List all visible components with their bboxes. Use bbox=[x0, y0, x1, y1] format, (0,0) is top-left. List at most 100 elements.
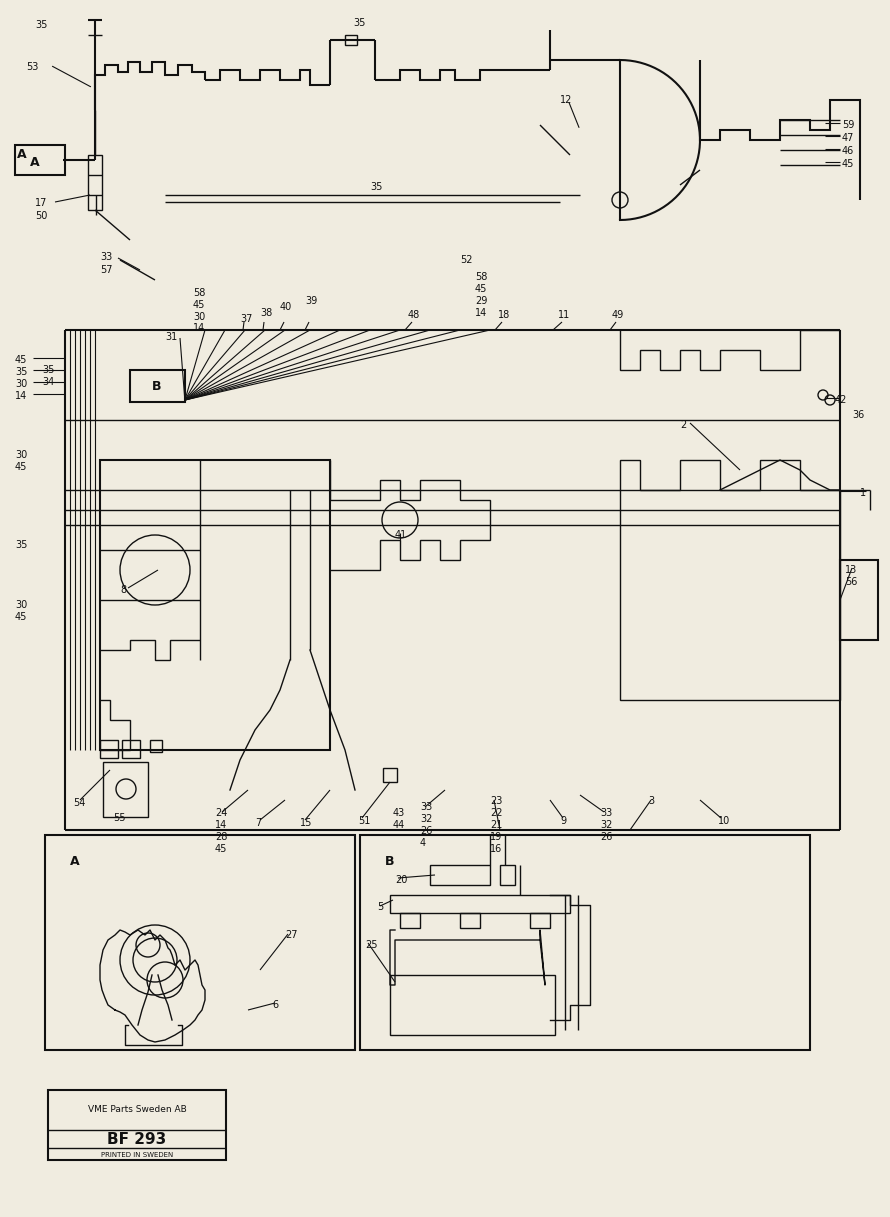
Text: 14: 14 bbox=[215, 820, 227, 830]
Bar bbox=[103, 762, 148, 817]
Text: 26: 26 bbox=[420, 826, 433, 836]
Text: 16: 16 bbox=[490, 845, 502, 854]
Bar bbox=[100, 740, 118, 758]
Text: 19: 19 bbox=[490, 832, 502, 842]
Text: 14: 14 bbox=[193, 323, 206, 333]
Text: A: A bbox=[70, 856, 80, 868]
Text: 45: 45 bbox=[15, 462, 28, 472]
Text: B: B bbox=[385, 856, 395, 868]
Bar bbox=[390, 894, 570, 913]
Text: 39: 39 bbox=[305, 296, 317, 305]
Text: 35: 35 bbox=[15, 540, 28, 550]
Text: 59: 59 bbox=[842, 120, 854, 130]
Bar bbox=[345, 35, 357, 45]
Text: 37: 37 bbox=[240, 314, 253, 324]
Text: 45: 45 bbox=[475, 284, 488, 295]
Text: 56: 56 bbox=[845, 577, 857, 587]
Text: 5: 5 bbox=[377, 902, 384, 912]
Text: 11: 11 bbox=[558, 310, 570, 320]
Bar bbox=[45, 835, 355, 1050]
Text: 32: 32 bbox=[420, 814, 433, 824]
Text: 23: 23 bbox=[490, 796, 502, 806]
Text: 8: 8 bbox=[120, 585, 126, 595]
Text: 44: 44 bbox=[393, 820, 405, 830]
Text: 28: 28 bbox=[215, 832, 227, 842]
Text: 40: 40 bbox=[280, 302, 292, 312]
Text: A: A bbox=[30, 157, 40, 169]
Text: 25: 25 bbox=[365, 940, 377, 950]
Bar bbox=[150, 740, 162, 752]
Bar bbox=[100, 460, 330, 750]
Text: B: B bbox=[152, 380, 162, 393]
Text: 10: 10 bbox=[718, 817, 731, 826]
Text: VME Parts Sweden AB: VME Parts Sweden AB bbox=[87, 1105, 186, 1115]
Bar bbox=[390, 975, 555, 1034]
Text: 55: 55 bbox=[113, 813, 125, 823]
Text: 14: 14 bbox=[475, 308, 487, 318]
Text: 58: 58 bbox=[475, 273, 488, 282]
Text: 45: 45 bbox=[842, 159, 854, 169]
Text: 6: 6 bbox=[272, 1000, 278, 1010]
Text: 35: 35 bbox=[354, 18, 366, 28]
Text: 58: 58 bbox=[193, 288, 206, 298]
Text: 38: 38 bbox=[260, 308, 272, 318]
Text: 17: 17 bbox=[35, 198, 47, 208]
Bar bbox=[500, 865, 515, 885]
Text: 45: 45 bbox=[15, 612, 28, 622]
Text: 47: 47 bbox=[842, 133, 854, 144]
Text: 50: 50 bbox=[35, 211, 47, 221]
Text: 45: 45 bbox=[15, 355, 28, 365]
Text: 49: 49 bbox=[612, 310, 624, 320]
Text: 57: 57 bbox=[100, 265, 112, 275]
Text: 3: 3 bbox=[648, 796, 654, 806]
Text: 30: 30 bbox=[15, 450, 28, 460]
Text: 51: 51 bbox=[358, 817, 370, 826]
Bar bbox=[530, 913, 550, 929]
Bar bbox=[130, 370, 185, 402]
Text: 18: 18 bbox=[498, 310, 510, 320]
Text: 30: 30 bbox=[15, 378, 28, 389]
Text: 52: 52 bbox=[460, 256, 473, 265]
Text: PRINTED IN SWEDEN: PRINTED IN SWEDEN bbox=[101, 1152, 174, 1159]
Bar bbox=[15, 145, 65, 175]
Text: 46: 46 bbox=[842, 146, 854, 156]
Text: 35: 35 bbox=[370, 183, 383, 192]
Text: 45: 45 bbox=[215, 845, 227, 854]
Bar bbox=[430, 865, 490, 885]
Text: 24: 24 bbox=[215, 808, 227, 818]
Text: 30: 30 bbox=[15, 600, 28, 610]
Text: 41: 41 bbox=[395, 529, 408, 540]
Text: 7: 7 bbox=[255, 818, 262, 828]
Bar bbox=[48, 1090, 226, 1160]
Text: 2: 2 bbox=[680, 420, 686, 430]
Text: 20: 20 bbox=[395, 875, 408, 885]
Text: 34: 34 bbox=[42, 377, 54, 387]
Text: 27: 27 bbox=[285, 930, 297, 940]
Text: 32: 32 bbox=[600, 820, 612, 830]
Text: 13: 13 bbox=[845, 565, 857, 574]
Text: 45: 45 bbox=[193, 301, 206, 310]
Text: 33: 33 bbox=[100, 252, 112, 262]
Text: 12: 12 bbox=[560, 95, 572, 105]
Bar bbox=[88, 155, 102, 211]
Text: 31: 31 bbox=[165, 332, 177, 342]
Text: 33: 33 bbox=[420, 802, 433, 812]
Text: 35: 35 bbox=[15, 368, 28, 377]
Text: 4: 4 bbox=[420, 839, 426, 848]
Bar bbox=[122, 740, 140, 758]
Bar bbox=[383, 768, 397, 783]
Text: 26: 26 bbox=[600, 832, 612, 842]
Text: 1: 1 bbox=[860, 488, 866, 498]
Bar bbox=[360, 835, 810, 1050]
Text: 15: 15 bbox=[300, 818, 312, 828]
Text: 48: 48 bbox=[408, 310, 420, 320]
Text: 43: 43 bbox=[393, 808, 405, 818]
Text: 35: 35 bbox=[35, 19, 47, 30]
Bar bbox=[400, 913, 420, 929]
Text: 42: 42 bbox=[835, 396, 847, 405]
Text: 35: 35 bbox=[42, 365, 54, 375]
Text: 30: 30 bbox=[193, 312, 206, 323]
Text: 29: 29 bbox=[475, 296, 488, 305]
Text: 54: 54 bbox=[73, 798, 85, 808]
Text: 14: 14 bbox=[15, 391, 28, 400]
